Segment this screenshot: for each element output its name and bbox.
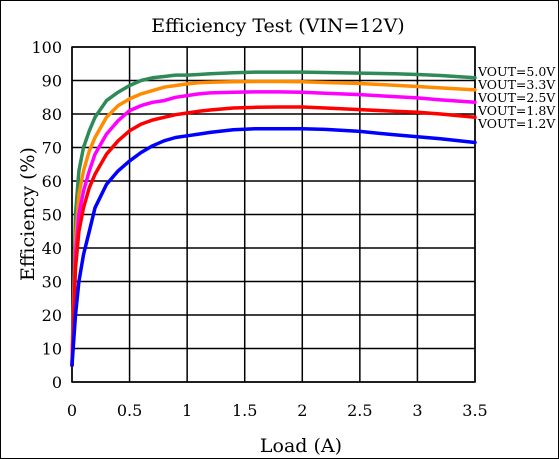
series-line-4 <box>70 126 477 368</box>
y-tick-label: 0 <box>52 373 62 392</box>
legend: VOUT=5.0VVOUT=3.3VVOUT=2.5VVOUT=1.8VVOUT… <box>477 64 556 131</box>
y-tick-label: 20 <box>42 306 62 325</box>
y-tick-label: 70 <box>42 139 62 158</box>
series-line-2 <box>70 90 477 368</box>
legend-entry: VOUT=1.2V <box>477 116 556 131</box>
x-tick-label: 0 <box>67 401 77 420</box>
y-tick-label: 50 <box>42 206 62 225</box>
y-axis-label: Efficiency (%) <box>17 147 39 281</box>
legend-entry: VOUT=5.0V <box>477 64 556 79</box>
series-line-3 <box>70 105 477 368</box>
x-axis-label: Load (A) <box>260 435 342 457</box>
legend-entry: VOUT=1.8V <box>477 103 556 118</box>
legend-entry: VOUT=3.3V <box>477 77 556 92</box>
x-tick-label: 3 <box>412 401 422 420</box>
y-tick-label: 100 <box>31 38 62 57</box>
x-tick-labels: 0 0.5 1 1.5 2 2.5 3 3.5 <box>67 401 488 420</box>
x-tick-label: 2.5 <box>347 401 372 420</box>
plot-area-border <box>71 46 476 383</box>
legend-entry: VOUT=2.5V <box>477 90 556 105</box>
series-lines <box>70 70 477 368</box>
x-tick-label: 0.5 <box>117 401 142 420</box>
y-tick-labels: 0 10 20 30 40 50 60 70 80 90 100 <box>31 38 62 392</box>
y-tick-label: 90 <box>42 72 62 91</box>
x-tick-label: 1 <box>182 401 192 420</box>
y-tick-label: 40 <box>42 239 62 258</box>
x-tick-label: 3.5 <box>462 401 487 420</box>
x-tick-label: 1.5 <box>232 401 257 420</box>
series-line-1 <box>70 79 477 368</box>
y-tick-label: 60 <box>42 172 62 191</box>
series-line-0 <box>70 70 477 368</box>
x-tick-label: 2 <box>297 401 307 420</box>
y-tick-label: 10 <box>42 340 62 359</box>
chart-title: Efficiency Test (VIN=12V) <box>151 15 404 37</box>
y-tick-label: 80 <box>42 105 62 124</box>
y-tick-label: 30 <box>42 273 62 292</box>
